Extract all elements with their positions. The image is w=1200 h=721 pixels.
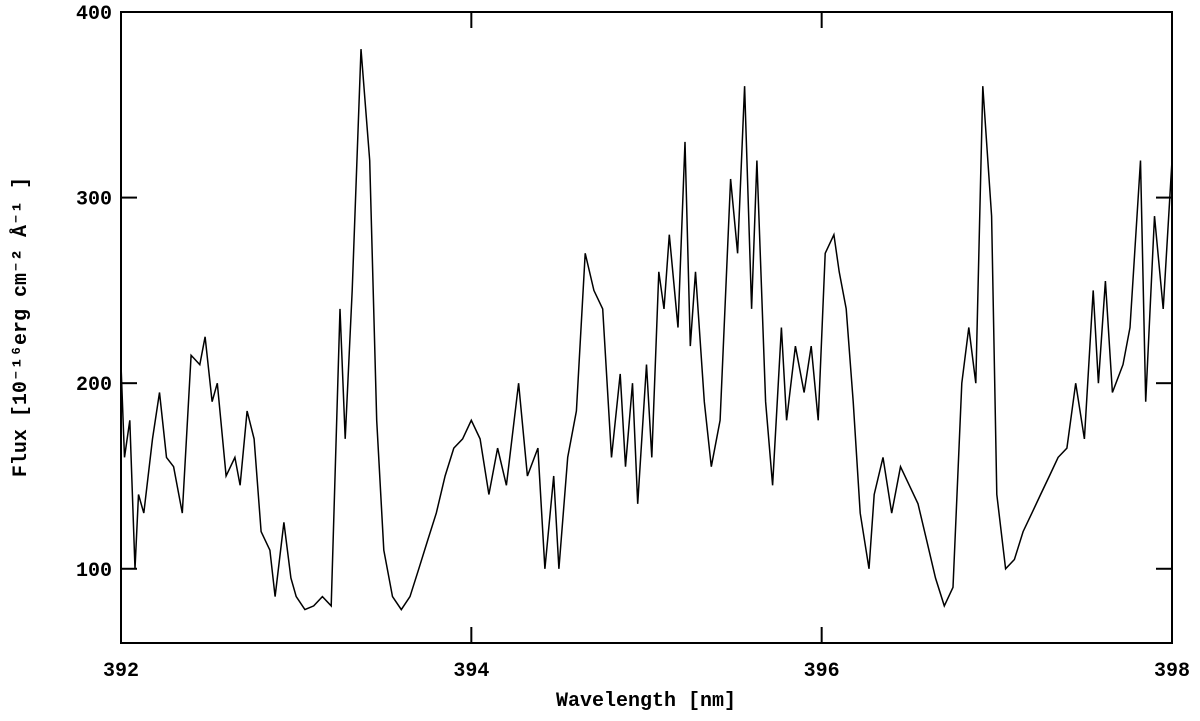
y-tick-label: 300 — [76, 189, 112, 212]
x-tick-label: 394 — [453, 660, 489, 683]
x-tick-label: 398 — [1154, 660, 1190, 683]
x-axis-label: Wavelength [nm] — [556, 690, 736, 713]
y-axis-label: Flux [10⁻¹⁶erg cm⁻² Å⁻¹ ] — [8, 177, 33, 477]
y-tick-label: 200 — [76, 374, 112, 397]
spectrum-line — [120, 49, 1173, 611]
x-tick-label: 392 — [103, 660, 139, 683]
x-tick-label: 396 — [804, 660, 840, 683]
y-tick-label: 400 — [76, 3, 112, 26]
plot-frame — [120, 11, 1173, 644]
y-tick-label: 100 — [76, 560, 112, 583]
